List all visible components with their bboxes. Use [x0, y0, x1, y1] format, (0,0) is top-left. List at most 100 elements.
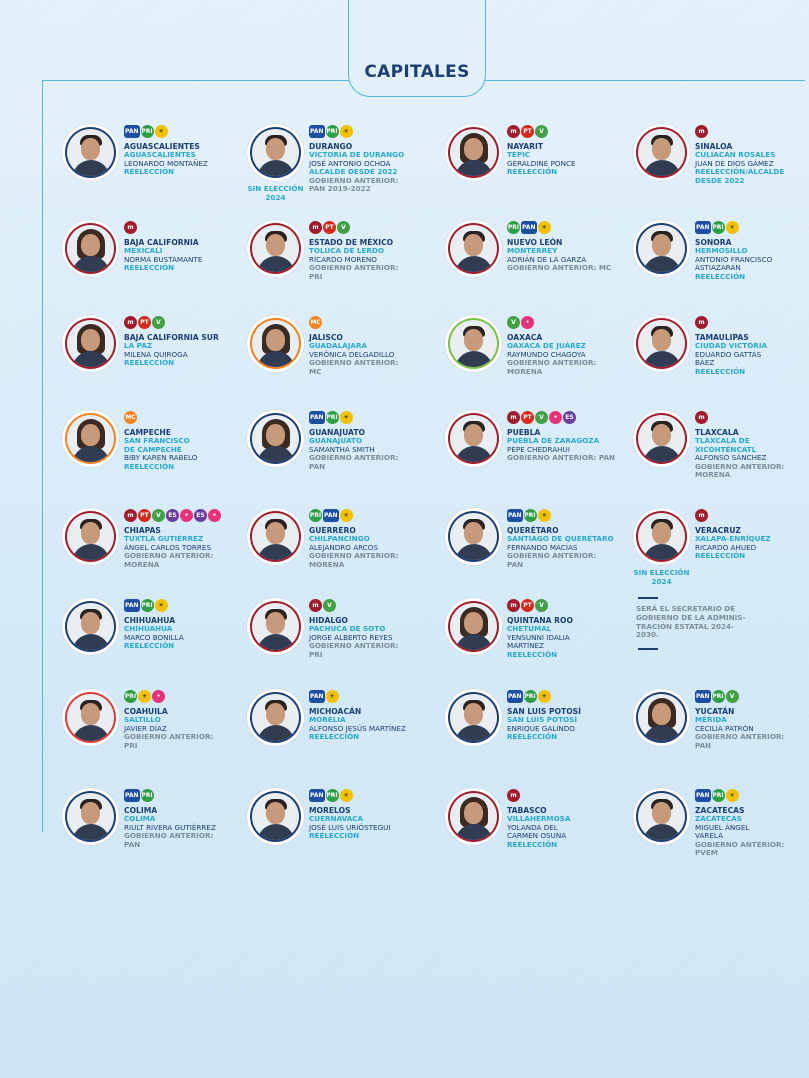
previous-government-line: PVEM — [695, 848, 718, 857]
party-logo-prd: ☀ — [325, 690, 339, 703]
capital-card: m TABASCO VILLAHERMOSA YOLANDA DEL CARMEN OS… — [445, 788, 630, 878]
previous-government-line: GOBIERNO ANTERIOR: — [309, 453, 399, 462]
capital-info: m PT V QUINTANA ROO CHETUMAL YENSUNNI IDALIA M… — [507, 598, 632, 659]
suit-shape — [256, 256, 295, 272]
capital-card: PAN ☀ MICHOACÁN MORELIA ALFONSO JESÚS MARTÍN… — [247, 689, 432, 779]
status-line: REELECCIÓN — [507, 649, 558, 659]
capital-city: PUEBLA DE ZARAGOZA — [507, 436, 600, 445]
mayor-photo — [62, 315, 119, 372]
capital-city: GUADALAJARA — [309, 341, 368, 350]
portrait — [67, 603, 114, 650]
face-shape — [464, 802, 483, 824]
face-shape — [81, 802, 100, 824]
party-logos: PAN PRI ☀ — [124, 124, 249, 139]
suit-shape — [454, 256, 493, 272]
suit-shape — [71, 160, 110, 176]
photo-ring — [636, 127, 687, 178]
face-shape — [464, 329, 483, 351]
status-line: REELECCIÓN — [124, 167, 175, 176]
mayor-photo — [445, 788, 502, 845]
state-name: NAYARIT — [507, 142, 544, 151]
capital-city: XALAPA-ENRÍQUEZ — [695, 534, 771, 543]
capital-info: m V HIDALGO PACHUCA DE SOTO JORGE ALBERTO RE… — [309, 598, 434, 659]
mayor-name: SAMANTHA SMITH — [309, 444, 375, 454]
status-line: ALCALDE DESDE 2022 — [309, 167, 398, 176]
party-logo-morena: m — [309, 599, 322, 612]
capital-info: PAN PRI ☀ DURANGO VICTORIA DE DURANGO JOSÉ AN… — [309, 124, 434, 194]
mayor-name: JORGE ALBERTO REYES — [309, 632, 393, 642]
capital-city: AGUASCALIENTES — [124, 150, 196, 159]
state-name: ZACATECAS — [695, 806, 745, 815]
state-name: TLAXCALA — [695, 428, 739, 437]
suit-shape — [454, 634, 493, 650]
face-shape — [81, 138, 100, 160]
capital-card: m PT V ES • ES • CHIAPAS TUXTLA GUTIÉRREZ ÁNGEL C… — [62, 508, 247, 598]
mayor-name: ALFONSO JESÚS MARTÍNEZ — [309, 723, 406, 733]
mayor-photo — [247, 788, 304, 845]
party-logo-morena: m — [124, 509, 137, 522]
capital-city: SANTIAGO DE QUERÉTARO — [507, 534, 614, 543]
party-logo-pri: PRI — [140, 789, 154, 802]
previous-government-line: GOBIERNO ANTERIOR: — [695, 461, 785, 471]
party-logo-prd: ☀ — [725, 789, 739, 802]
party-logos: m PT V • ES — [507, 410, 632, 425]
party-logo-pan: PAN — [507, 509, 523, 522]
party-logo-morena: m — [695, 411, 708, 424]
portrait — [638, 415, 685, 462]
face-shape — [266, 522, 285, 544]
party-logos: V • — [507, 315, 632, 330]
title-tab — [348, 0, 486, 97]
previous-government-line: PAN — [309, 461, 326, 471]
party-logo-pt: PT — [323, 221, 336, 234]
photo-ring — [250, 511, 301, 562]
previous-government-line: MC — [309, 366, 322, 376]
party-logo-pri: PRI — [711, 690, 725, 703]
mayor-name-cont: BÁEZ — [695, 358, 715, 367]
party-logo-morena: m — [124, 221, 137, 234]
capital-info: PAN PRI ☀ CHIHUAHUA CHIHUAHUA MARCO BONILLA RE… — [124, 598, 249, 651]
capital-info: MC CAMPECHE SAN FRANCISCO DE CAMPECHE BIBY K… — [124, 410, 249, 471]
portrait — [450, 603, 497, 650]
party-logo-prd: ☀ — [339, 509, 353, 522]
photo-ring — [636, 413, 687, 464]
suit-shape — [454, 544, 493, 560]
mayor-name: ALEJANDRO ARCOS — [309, 542, 379, 552]
capital-city: VILLAHERMOSA — [507, 814, 571, 823]
party-logo-pes: ES — [194, 509, 207, 522]
photo-ring — [448, 511, 499, 562]
photo-ring — [448, 318, 499, 369]
party-logos: PAN ☀ — [309, 689, 434, 704]
portrait — [252, 603, 299, 650]
previous-government-line: MORENA — [309, 559, 345, 569]
capital-info: MC JALISCO GUADALAJARA VERÓNICA DELGADILLO G… — [309, 315, 434, 376]
party-logo-morena: m — [124, 316, 137, 329]
mayor-name: MILENA QUIROGA — [124, 349, 188, 359]
suit-shape — [71, 634, 110, 650]
photo-ring — [65, 692, 116, 743]
status-line: REELECCIÓN/ALCALDE — [695, 167, 785, 176]
previous-government-line: PRI — [124, 740, 138, 750]
mayor-name: JUAN DE DIOS GÁMEZ — [695, 158, 774, 168]
mayor-photo — [247, 508, 304, 565]
portrait — [252, 320, 299, 367]
party-logo-pan: PAN — [695, 789, 711, 802]
party-logo-pri: PRI — [140, 599, 154, 612]
photo-ring — [65, 791, 116, 842]
face-shape — [464, 612, 483, 634]
suit-shape — [71, 725, 110, 741]
face-shape — [266, 424, 285, 446]
suit-shape — [256, 634, 295, 650]
state-name: YUCATÁN — [695, 707, 735, 716]
capital-city: SALTILLO — [124, 715, 161, 724]
portrait — [450, 320, 497, 367]
mayor-name: JAVIER DÍAZ — [124, 723, 167, 733]
capital-city: MONTERREY — [507, 246, 558, 255]
photo-ring — [65, 511, 116, 562]
mayor-photo — [445, 124, 502, 181]
mayor-name: ADRIÁN DE LA GARZA — [507, 254, 587, 264]
portrait — [67, 694, 114, 741]
state-name: BAJA CALIFORNIA SUR — [124, 333, 219, 342]
state-name: SAN LUIS POTOSÍ — [507, 707, 581, 716]
mayor-name: MIGUEL ÁNGEL — [695, 822, 750, 832]
portrait — [67, 793, 114, 840]
